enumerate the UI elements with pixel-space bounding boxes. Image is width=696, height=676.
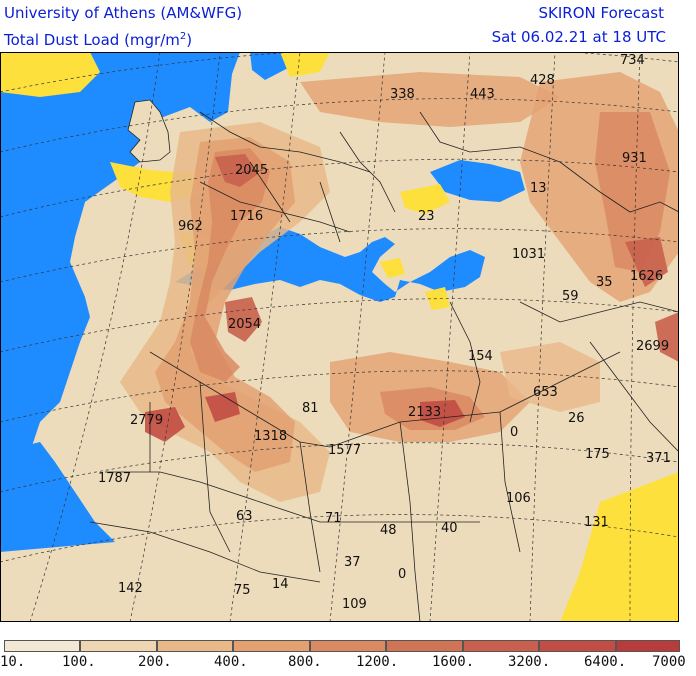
legend-swatch [539,640,616,652]
value-label: 0 [398,567,406,582]
value-label: 142 [118,581,143,596]
value-label: 14 [272,577,289,592]
value-label: 338 [390,87,415,102]
legend-label: 100. [62,654,96,670]
value-label: 71 [325,511,342,526]
legend-swatch [157,640,233,652]
atlantic-ocean [0,52,240,472]
value-label: 35 [596,275,613,290]
legend-label: 800. [288,654,322,670]
legend-label: 10. [0,654,26,670]
dust-value-labels: 338 443 428 734 2045 931 1716 962 13 23 … [98,53,671,612]
legend-label: 1200. [356,654,399,670]
value-label: 13 [530,181,547,196]
value-label: 1787 [98,471,131,486]
legend-label: 7000 [652,654,686,670]
value-label: 26 [568,411,585,426]
great-britain [127,99,171,163]
atlantic-south [0,442,115,552]
legend-label: 6400. [584,654,627,670]
value-label: 1318 [254,429,287,444]
legend-label: 3200. [508,654,551,670]
low-dust-aegean [380,258,405,278]
value-label: 37 [344,555,361,570]
legend-swatch [463,640,539,652]
dust-plumes [120,72,679,502]
value-label: 59 [562,289,579,304]
valid-time: Sat 06.02.21 at 18 UTC [491,28,666,46]
value-label: 443 [470,87,495,102]
legend-swatch [310,640,386,652]
legend-swatch [80,640,157,652]
low-dust-black-sea [400,184,450,214]
value-label: 371 [646,451,671,466]
value-label: 40 [441,521,458,536]
legend-label: 400. [214,654,248,670]
black-sea [430,160,525,202]
org-title: University of Athens (AM&WFG) [4,4,243,22]
legend-label: 200. [138,654,172,670]
country-borders [89,111,679,622]
value-label: 2779 [130,413,163,428]
value-label: 63 [236,509,253,524]
value-label: 428 [530,73,555,88]
value-label: 1716 [230,209,263,224]
legend-swatch [4,640,80,652]
value-label: 81 [302,401,319,416]
map-frame [0,52,679,622]
value-label: 2133 [408,405,441,420]
field-title: Total Dust Load (mgr/m2) [4,31,193,49]
value-label: 2699 [636,339,669,354]
dust-load-map: 338 443 428 734 2045 931 1716 962 13 23 … [0,52,679,622]
graticule [0,52,679,622]
value-label: 175 [585,447,610,462]
value-label: 931 [622,151,647,166]
value-label: 0 [510,425,518,440]
value-label: 2045 [235,163,268,178]
value-label: 75 [234,583,251,598]
value-label: 154 [468,349,493,364]
value-label: 23 [418,209,435,224]
legend-label: 1600. [432,654,475,670]
low-dust-libya [425,287,450,310]
legend-swatch [233,640,310,652]
legend-swatch [616,640,680,652]
value-label: 1577 [328,443,361,458]
value-label: 1031 [512,247,545,262]
value-label: 106 [506,491,531,506]
value-label: 131 [584,515,609,530]
value-label: 109 [342,597,367,612]
value-label: 962 [178,219,203,234]
legend-swatch [386,640,463,652]
value-label: 2054 [228,317,261,332]
product-title: SKIRON Forecast [538,4,664,22]
value-label: 48 [380,523,397,538]
value-label: 734 [620,53,645,68]
low-dust-arctic [280,52,330,77]
low-dust-north [0,52,100,97]
value-label: 1626 [630,269,663,284]
low-dust-arabia-east [560,472,679,622]
value-label: 653 [533,385,558,400]
